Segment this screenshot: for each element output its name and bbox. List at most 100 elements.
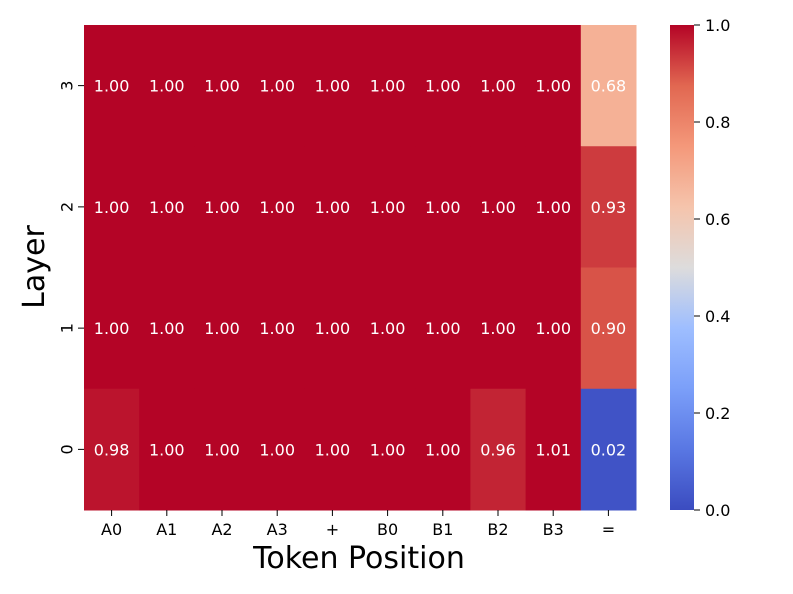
heatmap-cells [84,25,637,511]
y-axis-label: Layer [17,225,52,309]
cell-value-label: 1.00 [535,77,571,96]
cell-layer-1-pos-1 [139,267,195,390]
x-axis: A0 A1 A2 A3 + B0 B1 B2 B3 = [101,510,615,539]
cell-value-label: 1.00 [259,319,295,338]
cell-layer-2-pos-0 [84,146,140,268]
x-tick-label: A1 [156,520,177,539]
x-tick-label: B2 [487,520,508,539]
cell-value-label: 1.00 [535,198,571,217]
cell-layer-3-pos-2 [194,25,251,147]
cell-value-label: 1.00 [480,319,516,338]
y-tick-label: 3 [58,81,77,91]
colorbar-tick-label: 0.8 [705,113,730,132]
cell-layer-1-pos-6 [415,267,471,390]
cell-value-label: 1.00 [259,77,295,96]
cell-value-label: 1.00 [370,440,406,459]
cell-layer-2-pos-6 [415,146,471,268]
y-axis: 3 2 1 0 [58,81,84,454]
cell-layer-3-pos-7 [470,25,527,147]
cell-layer-2-pos-9 [580,146,637,268]
heatmap-cell-labels: 1.00 1.00 1.00 1.00 1.00 1.00 1.00 1.00 1.00 0.68… [94,77,626,460]
cell-layer-0-pos-0 [84,388,140,511]
cell-layer-3-pos-0 [84,25,140,147]
x-tick-label: A2 [211,520,232,539]
cell-layer-2-pos-1 [139,146,195,268]
cell-value-label: 1.00 [315,440,351,459]
x-tick-label: + [326,520,339,539]
cell-value-label: 1.00 [204,198,240,217]
cell-layer-0-pos-7 [470,388,527,511]
x-tick-label: B0 [377,520,398,539]
colorbar [670,25,694,510]
cell-value-label: 0.96 [480,440,516,459]
cell-layer-2-pos-7 [470,146,527,268]
cell-value-label: 1.00 [259,440,295,459]
cell-value-label: 1.00 [149,198,185,217]
cell-value-label: 0.90 [591,319,627,338]
cell-layer-0-pos-6 [415,388,471,511]
cell-layer-0-pos-1 [139,388,195,511]
colorbar-tick-label: 0.4 [705,307,730,326]
cell-layer-1-pos-8 [525,267,582,390]
cell-layer-3-pos-4 [304,25,361,147]
cell-value-label: 1.00 [259,198,295,217]
colorbar-tick-label: 0.6 [705,210,730,229]
cell-value-label: 1.00 [94,319,130,338]
cell-layer-1-pos-4 [304,267,361,390]
cell-value-label: 0.93 [591,198,627,217]
y-tick-label: 2 [58,202,77,212]
cell-layer-1-pos-7 [470,267,527,390]
x-tick-label: B3 [543,520,564,539]
x-tick-label: = [602,520,615,539]
cell-layer-1-pos-3 [249,267,306,390]
cell-value-label: 1.00 [149,440,185,459]
cell-layer-3-pos-8 [525,25,582,147]
cell-value-label: 1.00 [204,77,240,96]
cell-value-label: 1.00 [370,198,406,217]
cell-value-label: 1.00 [204,319,240,338]
cell-layer-2-pos-3 [249,146,306,268]
cell-value-label: 1.00 [370,319,406,338]
cell-layer-2-pos-2 [194,146,251,268]
cell-value-label: 1.01 [535,440,571,459]
cell-value-label: 1.00 [425,319,461,338]
colorbar-tick-label: 0.2 [705,404,730,423]
cell-value-label: 1.00 [149,77,185,96]
colorbar-tick-label: 0.0 [705,501,730,520]
colorbar-ticks: 0.0 0.2 0.4 0.6 0.8 1.0 [694,16,730,520]
colorbar-gradient [670,25,694,510]
cell-layer-0-pos-5 [360,388,416,511]
cell-layer-0-pos-8 [525,388,582,511]
cell-value-label: 1.00 [535,319,571,338]
cell-layer-3-pos-6 [415,25,471,147]
colorbar-tick-label: 1.0 [705,16,730,35]
cell-layer-1-pos-2 [194,267,251,390]
cell-value-label: 0.02 [591,440,627,459]
cell-layer-3-pos-3 [249,25,306,147]
cell-value-label: 1.00 [425,77,461,96]
cell-layer-0-pos-3 [249,388,306,511]
cell-value-label: 1.00 [315,319,351,338]
y-tick-label: 0 [58,444,77,454]
cell-layer-1-pos-5 [360,267,416,390]
x-tick-label: B1 [432,520,453,539]
cell-value-label: 0.98 [94,440,130,459]
x-tick-label: A0 [101,520,122,539]
cell-value-label: 1.00 [94,77,130,96]
cell-value-label: 1.00 [94,198,130,217]
x-tick-label: A3 [267,520,288,539]
cell-layer-0-pos-9 [580,388,637,511]
cell-value-label: 1.00 [149,319,185,338]
cell-value-label: 0.68 [591,77,627,96]
cell-layer-1-pos-9 [580,267,637,390]
cell-value-label: 1.00 [370,77,406,96]
cell-layer-1-pos-0 [84,267,140,390]
y-tick-label: 1 [58,323,77,333]
cell-value-label: 1.00 [480,77,516,96]
cell-layer-0-pos-2 [194,388,251,511]
cell-value-label: 1.00 [315,77,351,96]
cell-value-label: 1.00 [425,440,461,459]
x-axis-label: Token Position [252,541,465,576]
cell-layer-3-pos-9 [580,25,637,147]
